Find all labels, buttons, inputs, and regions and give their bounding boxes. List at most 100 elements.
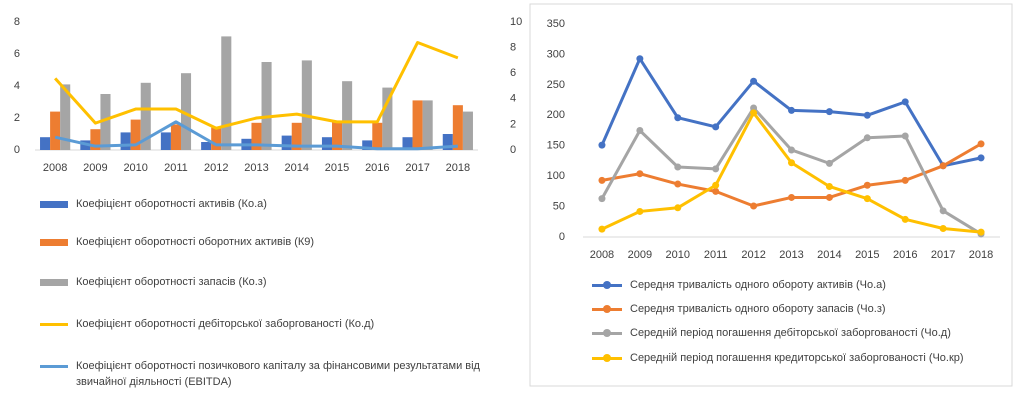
- marker: [674, 163, 682, 171]
- legend-swatch: [40, 239, 68, 246]
- y-tick-label: 8: [14, 16, 20, 28]
- legend-label: Коефіцієнт оборотності активів (Ко.а): [76, 198, 267, 210]
- x-tick-label: 2013: [779, 249, 803, 261]
- x-tick-label: 2009: [83, 162, 107, 174]
- legend-label: Середня тривалість одного обороту запасі…: [630, 303, 886, 315]
- marker: [712, 187, 720, 195]
- legend-swatch: [40, 323, 68, 326]
- bar: [201, 142, 212, 150]
- legend-marker: [603, 305, 611, 313]
- legend-label: Середній період погашення дебіторської з…: [630, 327, 951, 339]
- marker: [901, 176, 909, 184]
- marker: [636, 127, 644, 134]
- y-tick-label: 50: [553, 200, 565, 212]
- y-tick-label: 0: [14, 144, 20, 156]
- bar: [100, 94, 111, 150]
- bar: [422, 100, 433, 150]
- bar: [412, 100, 423, 150]
- legend-label: Коефіцієнт оборотності оборотних активів…: [76, 236, 315, 248]
- legend-swatch: [40, 365, 68, 368]
- marker: [598, 176, 606, 184]
- x-tick-label: 2012: [741, 249, 765, 261]
- marker: [825, 159, 833, 167]
- marker: [598, 141, 606, 149]
- y2-tick-label: 10: [510, 16, 522, 28]
- bar: [452, 105, 463, 150]
- marker: [674, 204, 682, 212]
- legend-swatch: [592, 354, 622, 362]
- line: [600, 106, 982, 236]
- marker: [788, 106, 795, 114]
- bar: [462, 111, 473, 150]
- bar: [170, 124, 181, 150]
- marker: [939, 224, 947, 232]
- y2-tick-label: 4: [510, 93, 516, 105]
- y-tick-label: 100: [547, 170, 565, 182]
- marker: [825, 182, 833, 190]
- bar: [180, 73, 192, 150]
- bar: [90, 129, 101, 150]
- marker: [863, 134, 871, 142]
- y-tick-label: 350: [547, 18, 565, 30]
- x-tick-label: 2011: [164, 162, 188, 174]
- legend-marker: [603, 281, 611, 289]
- bar: [442, 134, 453, 150]
- bar: [50, 111, 61, 150]
- marker: [674, 180, 682, 188]
- legend-label: Коефіцієнт оборотності дебіторської забо…: [76, 318, 375, 330]
- x-tick-label: 2012: [204, 162, 228, 174]
- legend-item: Коефіцієнт оборотності оборотних активів…: [40, 234, 510, 250]
- marker: [901, 132, 909, 140]
- legend-item: Коефіцієнт оборотності запасів (Ко.з): [40, 274, 510, 290]
- marker: [825, 193, 833, 201]
- legend-label: Коефіцієнт оборотності запасів (Ко.з): [76, 276, 267, 288]
- x-tick-label: 2013: [244, 162, 268, 174]
- x-tick-label: 2018: [446, 162, 470, 174]
- y-tick-label: 2: [14, 112, 20, 124]
- legend-marker: [603, 354, 611, 362]
- bar: [382, 87, 393, 150]
- x-tick-label: 2017: [931, 249, 955, 261]
- bar: [321, 137, 333, 150]
- y-tick-label: 300: [547, 48, 565, 60]
- bar: [211, 127, 222, 150]
- marker: [788, 193, 795, 201]
- x-tick-label: 2008: [43, 162, 67, 174]
- legend-item: Коефіцієнт оборотності позичкового капіт…: [40, 358, 510, 390]
- legend-item: Середня тривалість одного обороту запасі…: [592, 301, 1002, 317]
- legend-marker: [603, 329, 611, 337]
- legend-swatch: [592, 329, 622, 337]
- x-tick-label: 2016: [893, 249, 917, 261]
- y-tick-label: 250: [547, 79, 565, 91]
- legend-item: Середній період погашення кредиторської …: [592, 350, 1002, 366]
- bar: [301, 60, 312, 150]
- legend-label: Коефіцієнт оборотності позичкового капіт…: [76, 360, 480, 388]
- legend-label: Середній період погашення кредиторської …: [630, 352, 964, 364]
- legend-swatch: [592, 305, 622, 313]
- marker: [939, 162, 947, 170]
- marker: [750, 104, 758, 112]
- x-tick-label: 2015: [855, 249, 879, 261]
- marker: [674, 114, 682, 122]
- marker: [825, 108, 833, 116]
- x-tick-label: 2018: [969, 249, 993, 261]
- bar: [160, 132, 171, 150]
- y2-tick-label: 0: [510, 144, 516, 156]
- marker: [863, 195, 871, 203]
- legend-label: Середня тривалість одного обороту активі…: [630, 279, 886, 291]
- x-tick-label: 2009: [628, 249, 652, 261]
- marker: [901, 215, 909, 223]
- x-tick-label: 2014: [285, 162, 309, 174]
- bar: [120, 132, 131, 150]
- x-tick-label: 2008: [590, 249, 614, 261]
- bar: [332, 121, 343, 150]
- line: [54, 120, 458, 151]
- y-tick-label: 6: [14, 48, 20, 60]
- x-tick-label: 2011: [704, 249, 728, 261]
- marker: [636, 170, 644, 178]
- marker: [863, 111, 871, 119]
- legend-item: Середня тривалість одного обороту активі…: [592, 277, 1002, 293]
- y-tick-label: 0: [559, 231, 565, 243]
